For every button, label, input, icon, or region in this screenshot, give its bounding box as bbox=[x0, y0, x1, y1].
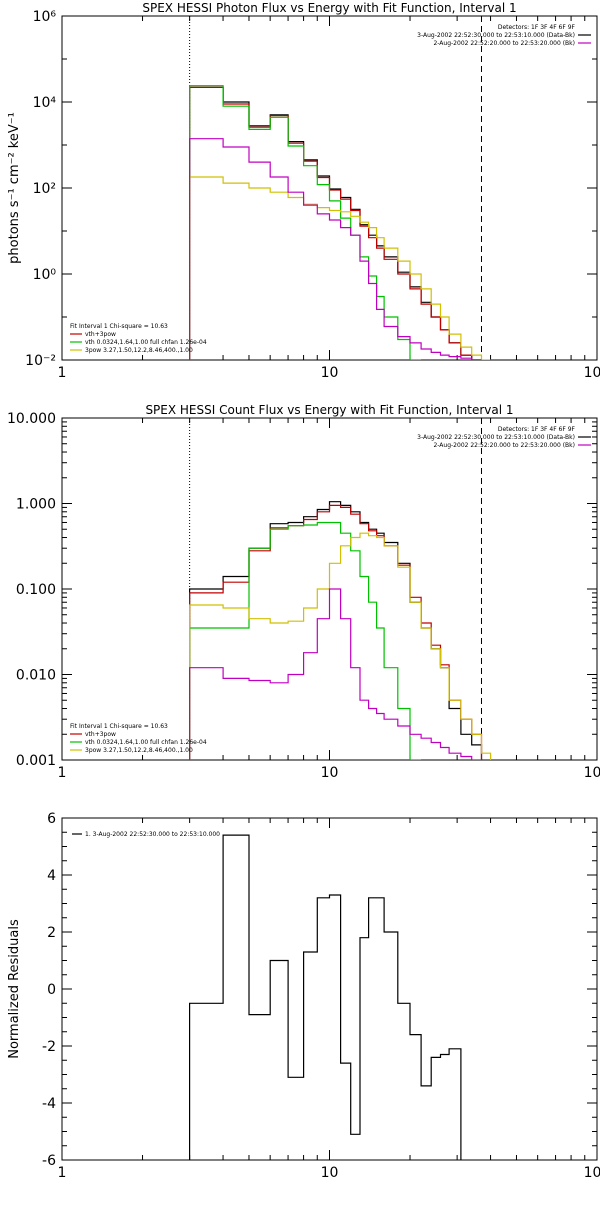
series-4-step-line bbox=[189, 532, 492, 760]
legend-entry: 3pow 3.27,1.50,12.2,8.46,400.,1.00 bbox=[85, 747, 193, 754]
series-2-step-line bbox=[189, 504, 483, 760]
x-tick-label: 100 bbox=[584, 1165, 600, 1181]
y-axis-label: photons s⁻¹ cm⁻² keV⁻¹ bbox=[7, 112, 22, 264]
plot-frame bbox=[61, 817, 598, 1161]
y-tick-label: 10⁻² bbox=[25, 353, 56, 369]
header-data-interval: 3-Aug-2002 22:52:30.000 to 22:53:10.000 … bbox=[417, 434, 575, 441]
y-tick-label: 10.000 bbox=[7, 411, 56, 427]
y-tick-label: 10² bbox=[33, 181, 56, 197]
legend-entry: 1. 3-Aug-2002 22:52:30.000 to 22:53:10.0… bbox=[85, 831, 220, 838]
series-3-step-line bbox=[189, 85, 422, 360]
chart-title: SPEX HESSI Photon Flux vs Energy with Fi… bbox=[142, 1, 516, 15]
y-tick-label: 2 bbox=[47, 925, 56, 941]
y-tick-label: -2 bbox=[42, 1039, 56, 1055]
chart-2: SPEX HESSI Count Flux vs Energy with Fit… bbox=[7, 403, 600, 781]
y-tick-label: 10⁴ bbox=[33, 95, 57, 111]
y-tick-label: 10⁰ bbox=[33, 267, 57, 283]
series-5-step-line bbox=[189, 588, 482, 760]
series-3-step-line bbox=[189, 521, 422, 760]
series-1-step-line bbox=[189, 834, 462, 1160]
y-tick-label: 0.100 bbox=[16, 582, 56, 598]
y-tick-label: 0.010 bbox=[16, 668, 56, 684]
y-tick-label: 6 bbox=[47, 811, 56, 827]
y-axis-label: Normalized Residuals bbox=[7, 919, 22, 1059]
header-detectors: Detectors: 1F 3F 4F 6F 9F bbox=[498, 426, 576, 433]
x-tick-label: 1 bbox=[58, 1165, 67, 1181]
header-data-interval: 3-Aug-2002 22:52:30.000 to 22:53:10.000 … bbox=[417, 32, 575, 39]
legend-entry: vth 0.0324,1.64,1.00 full chfan 1.26e-04 bbox=[85, 339, 207, 346]
header-bk-interval: 2-Aug-2002 22:52:20.000 to 22:53:20.000 … bbox=[433, 442, 575, 449]
legend: Fit Interval 1 Chi-square = 10.63vth+3po… bbox=[70, 723, 207, 754]
y-tick-label: -4 bbox=[42, 1096, 56, 1112]
legend-entry: vth+3pow bbox=[85, 331, 116, 338]
legend: 1. 3-Aug-2002 22:52:30.000 to 22:53:10.0… bbox=[72, 831, 220, 838]
x-tick-label: 10 bbox=[321, 1165, 339, 1181]
y-tick-label: 4 bbox=[47, 868, 56, 884]
legend: Fit Interval 1 Chi-square = 10.63vth+3po… bbox=[70, 323, 207, 354]
series-2-step-line bbox=[189, 86, 482, 360]
x-tick-label: 100 bbox=[584, 765, 600, 781]
x-tick-label: 1 bbox=[58, 765, 67, 781]
y-tick-label: 0 bbox=[47, 982, 56, 998]
series-group bbox=[189, 85, 491, 360]
chart-title: SPEX HESSI Count Flux vs Energy with Fit… bbox=[145, 403, 513, 417]
x-tick-label: 1 bbox=[58, 365, 67, 381]
series-4-step-line bbox=[189, 176, 491, 360]
chart-1: SPEX HESSI Photon Flux vs Energy with Fi… bbox=[7, 1, 600, 381]
x-tick-label: 10 bbox=[321, 365, 339, 381]
header-bk-interval: 2-Aug-2002 22:52:20.000 to 22:53:20.000 … bbox=[433, 40, 575, 47]
legend-entry: vth+3pow bbox=[85, 731, 116, 738]
legend-entry: 3pow 3.27,1.50,12.2,8.46,400.,1.00 bbox=[85, 347, 193, 354]
series-5-step-line bbox=[189, 138, 482, 360]
y-tick-label: 1.000 bbox=[16, 497, 56, 513]
chart-3: 1 10 100 -6 -4 -2 0 2 4 6 Normalized Residuals 1. 3… bbox=[7, 811, 600, 1181]
series-group bbox=[189, 834, 462, 1160]
series-1-step-line bbox=[189, 501, 483, 760]
y-tick-label: 0.001 bbox=[16, 753, 56, 769]
x-tick-label: 100 bbox=[584, 365, 600, 381]
header-detectors: Detectors: 1F 3F 4F 6F 9F bbox=[498, 24, 576, 31]
legend-entry: vth 0.0324,1.64,1.00 full chfan 1.26e-04 bbox=[85, 739, 207, 746]
y-tick-label: -6 bbox=[42, 1153, 56, 1169]
y-tick-label: 10⁶ bbox=[33, 9, 57, 25]
legend-heading: Fit Interval 1 Chi-square = 10.63 bbox=[70, 723, 168, 730]
series-1-step-line bbox=[189, 86, 482, 360]
legend-heading: Fit Interval 1 Chi-square = 10.63 bbox=[70, 323, 168, 330]
series-group bbox=[189, 501, 492, 760]
x-tick-label: 10 bbox=[321, 765, 339, 781]
